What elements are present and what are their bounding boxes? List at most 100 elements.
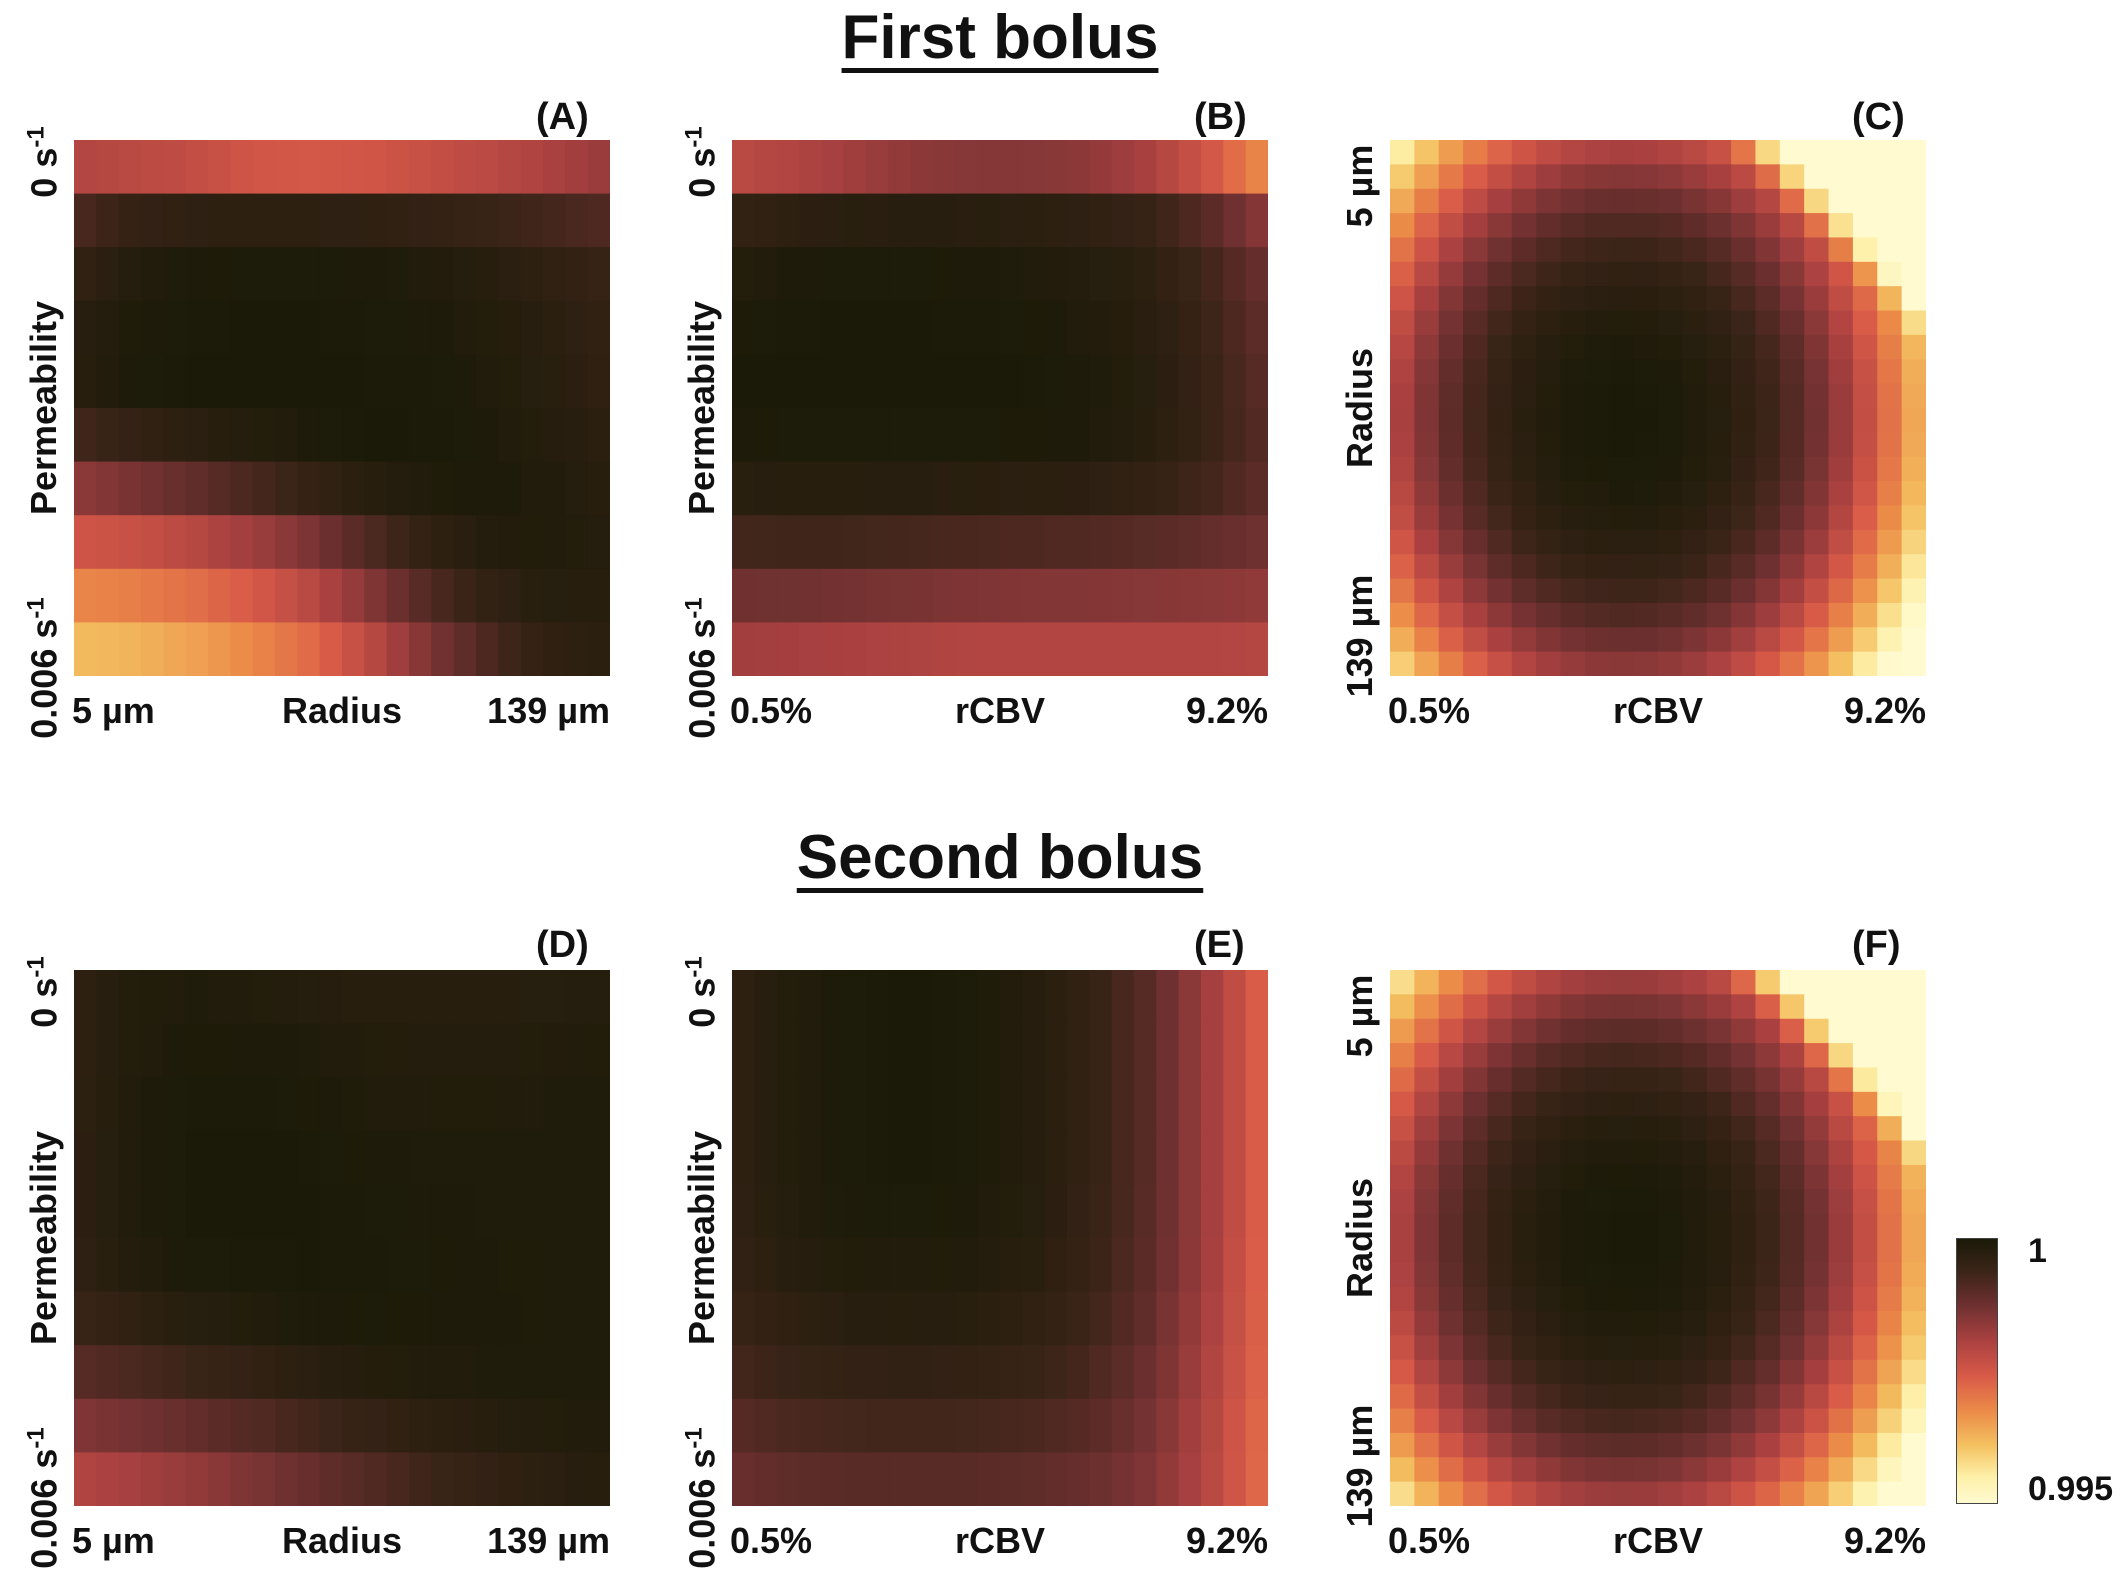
heatmap-cell (1658, 1359, 1683, 1385)
heatmap-cell (1089, 1452, 1113, 1506)
heatmap-cell (955, 408, 979, 463)
heatmap-cell (230, 354, 254, 409)
heatmap-cell (1414, 1432, 1440, 1458)
heatmap-cell (910, 1077, 934, 1132)
heatmap-cell (1706, 188, 1732, 214)
heatmap-cell (1511, 164, 1537, 190)
heatmap-cell (1804, 1286, 1830, 1312)
heatmap-cell (1877, 529, 1903, 555)
heatmap-cell (141, 568, 164, 623)
heatmap-cell (1584, 1140, 1610, 1166)
heatmap-cell (732, 300, 755, 355)
heatmap-cell (1511, 1043, 1537, 1069)
heatmap-cell (252, 1077, 276, 1132)
heatmap-cell (1828, 261, 1854, 287)
heatmap-cell (1438, 432, 1464, 458)
heatmap-cell (275, 1184, 298, 1239)
heatmap-cell (1111, 354, 1135, 409)
heatmap-cell (520, 247, 544, 302)
heatmap-cell (1438, 1457, 1464, 1483)
heatmap-cell (1852, 1262, 1878, 1288)
heatmap-cell (587, 1238, 610, 1293)
heatmap-cell (453, 247, 477, 302)
heatmap-cell (1414, 1043, 1440, 1069)
heatmap-cell (476, 1398, 499, 1453)
heatmap-cell (1828, 994, 1854, 1020)
heatmap-cell (409, 515, 432, 570)
heatmap-cell (498, 140, 522, 195)
heatmap-cell (1245, 140, 1268, 195)
heatmap-cell (319, 140, 343, 195)
heatmap-cell (565, 354, 589, 409)
heatmap-cell (520, 622, 544, 676)
heatmap-cell (543, 461, 566, 516)
heatmap-cell (1804, 602, 1830, 628)
heatmap-cell (208, 354, 231, 409)
heatmap-cell (1779, 334, 1805, 360)
heatmap-cell (1560, 578, 1586, 604)
heatmap-cell (910, 140, 934, 195)
heatmap-cell (1779, 554, 1805, 580)
heatmap-cell (1487, 213, 1513, 239)
heatmap-cell (1755, 1262, 1781, 1288)
heatmap-cell (1755, 554, 1781, 580)
heatmap-cell (1438, 1067, 1464, 1093)
heatmap-cell (1877, 1091, 1903, 1117)
heatmap-cell (888, 247, 912, 302)
heatmap-cell (1390, 481, 1415, 507)
heatmap-cell (1111, 1452, 1135, 1506)
heatmap-cell (1022, 970, 1046, 1025)
heatmap-cell (297, 247, 321, 302)
heatmap-cell (1560, 1335, 1586, 1361)
heatmap-cell (1414, 334, 1440, 360)
heatmap-cell (1828, 383, 1854, 409)
heatmap-cell (1044, 1023, 1068, 1078)
heatmap-cell (1000, 140, 1023, 195)
heatmap-cell (1658, 481, 1683, 507)
heatmap-cell (1438, 1286, 1464, 1312)
heatmap-cell (1414, 432, 1440, 458)
heatmap-cell (520, 1184, 544, 1239)
heatmap-cell (732, 408, 755, 463)
heatmap-cell (1584, 213, 1610, 239)
heatmap-cell (1706, 1286, 1732, 1312)
heatmap-cell (776, 622, 800, 676)
heatmap-cell (1609, 1067, 1635, 1093)
heatmap-cell (1044, 1398, 1068, 1453)
heatmap-cell (933, 140, 956, 195)
heatmap-cell (1901, 1311, 1926, 1337)
heatmap-cell (776, 354, 800, 409)
heatmap-cell (1560, 1091, 1586, 1117)
heatmap-cell (1022, 1238, 1046, 1293)
heatmap-cell (776, 568, 800, 623)
heatmap-cell (1658, 213, 1683, 239)
heatmap-cell (74, 1023, 97, 1078)
heatmap-cell (1901, 383, 1926, 409)
heatmap-cell (1022, 1077, 1046, 1132)
heatmap-cell (163, 461, 187, 516)
y-bottom-label: 0.006 s-1 (22, 1427, 65, 1569)
heatmap-cell (1156, 568, 1180, 623)
heatmap-cell (141, 461, 164, 516)
heatmap-cell (1463, 1262, 1489, 1288)
heatmap-cell (1584, 1164, 1610, 1190)
heatmap-cell (1390, 359, 1415, 385)
heatmap-cell (1414, 602, 1440, 628)
heatmap-cell (754, 408, 778, 463)
heatmap-cell (74, 300, 97, 355)
heatmap-cell (955, 1452, 979, 1506)
heatmap-cell (141, 1130, 164, 1185)
heatmap-cell (1178, 461, 1202, 516)
heatmap-cell (1779, 1384, 1805, 1410)
heatmap-cell (386, 1077, 410, 1132)
heatmap-cell (297, 970, 321, 1025)
heatmap-cell (141, 1452, 164, 1506)
heatmap-cell (1609, 359, 1635, 385)
heatmap-cell (342, 1398, 365, 1453)
heatmap-cell (843, 1130, 867, 1185)
heatmap-cell (1511, 578, 1537, 604)
heatmap-cell (1201, 461, 1224, 516)
heatmap-cell (297, 1077, 321, 1132)
heatmap-cell (1067, 568, 1090, 623)
heatmap-cell (1511, 627, 1537, 653)
